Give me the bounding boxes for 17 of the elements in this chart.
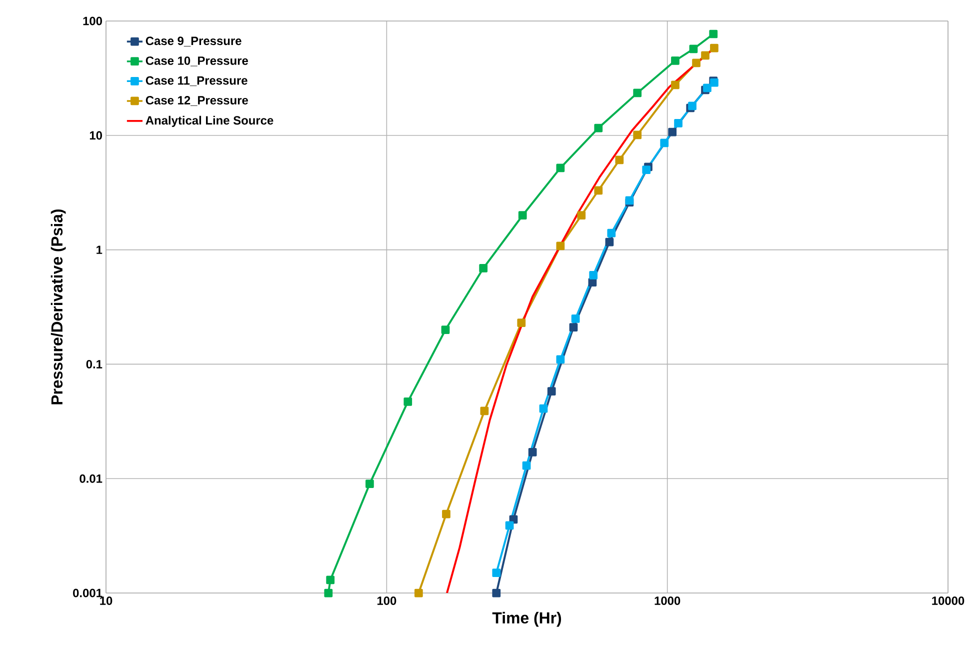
x-axis-title: Time (Hr) [492, 612, 562, 627]
legend-label: Case 10_Pressure [146, 56, 248, 66]
legend-label: Case 11_Pressure [146, 76, 248, 86]
x-tick-label: 10000 [932, 596, 964, 605]
y-tick-label: 0.01 [80, 474, 102, 483]
legend-label: Case 9_Pressure [146, 36, 242, 46]
y-axis-title: Pressure/Derivative (Psia) [50, 209, 66, 404]
x-tick-label: 1000 [654, 596, 680, 605]
y-tick-label: 10 [90, 131, 102, 140]
y-tick-label: 1 [96, 246, 102, 254]
legend-label: Analytical Line Source [146, 116, 274, 127]
y-tick-label: 100 [83, 16, 102, 26]
y-tick-label: 0.1 [86, 360, 102, 368]
x-tick-label: 100 [377, 596, 396, 605]
y-tick-label: 0.001 [73, 588, 102, 598]
legend-label: Case 12_Pressure [146, 96, 248, 106]
x-tick-label: 10 [100, 596, 112, 605]
